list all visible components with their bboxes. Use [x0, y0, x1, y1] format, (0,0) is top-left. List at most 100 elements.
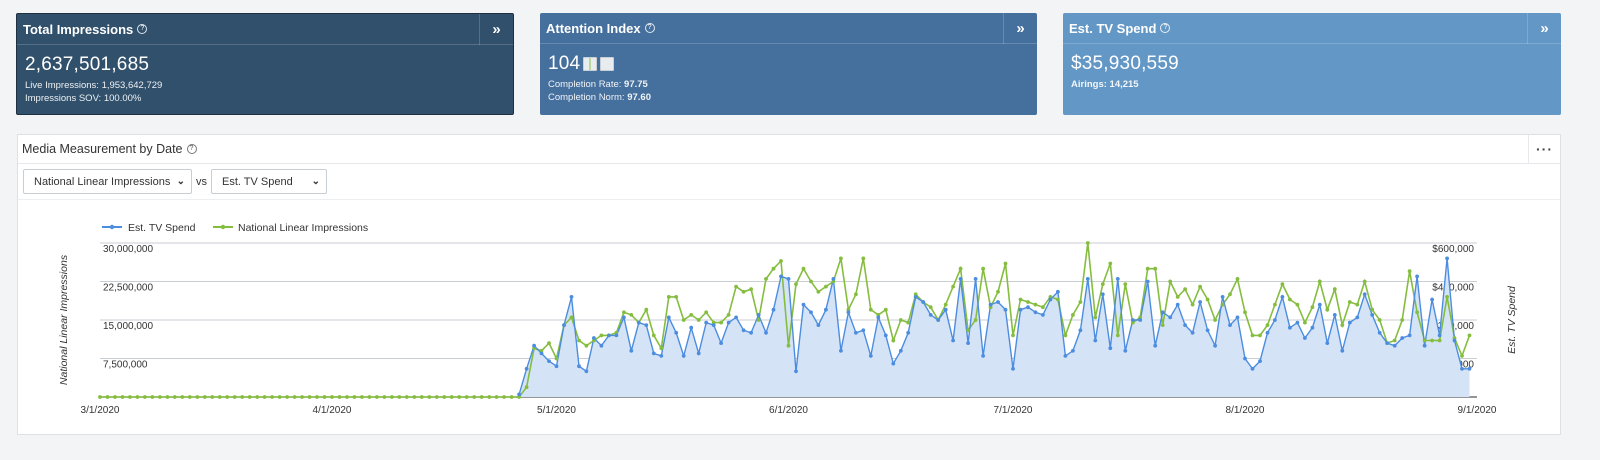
- data-point-impressions: [113, 395, 117, 399]
- data-point-impressions: [614, 330, 619, 335]
- data-point-impressions: [315, 395, 319, 399]
- data-point-impressions: [487, 395, 492, 399]
- data-point-spend: [1198, 300, 1202, 304]
- data-point-impressions: [255, 395, 260, 399]
- data-point-impressions: [352, 395, 357, 399]
- x-tick-label: 9/1/2020: [1458, 405, 1497, 416]
- data-point-impressions: [397, 395, 402, 399]
- data-point-impressions: [307, 395, 312, 399]
- secondary-metric-select[interactable]: Est. TV Spend ⌄: [211, 169, 327, 194]
- data-point-impressions: [502, 395, 506, 399]
- data-point-impressions: [1190, 302, 1195, 307]
- data-point-spend: [854, 330, 858, 335]
- data-point-spend: [951, 338, 955, 343]
- data-point-impressions: [143, 395, 147, 399]
- data-point-spend: [1467, 366, 1472, 371]
- data-point-impressions: [270, 395, 274, 399]
- data-point-impressions: [1130, 320, 1135, 325]
- data-point-impressions: [1056, 297, 1060, 302]
- more-options-icon[interactable]: ···: [1528, 135, 1560, 163]
- data-point-spend: [1100, 292, 1105, 297]
- kpi-title: Attention Index: [546, 20, 641, 36]
- data-point-spend: [577, 364, 581, 369]
- data-point-impressions: [981, 266, 985, 271]
- y-tick-left: 7,500,000: [103, 360, 148, 371]
- data-point-spend: [816, 323, 821, 327]
- data-point-impressions: [247, 395, 252, 399]
- data-point-impressions: [696, 318, 701, 322]
- expand-icon[interactable]: »: [479, 14, 513, 45]
- expand-icon[interactable]: »: [1527, 13, 1561, 44]
- data-point-spend: [629, 348, 634, 353]
- data-point-impressions: [988, 305, 993, 310]
- data-point-spend: [651, 351, 656, 356]
- data-point-spend: [846, 310, 851, 315]
- data-point-impressions: [1392, 338, 1397, 343]
- y-tick-right: $600,000: [1432, 244, 1474, 255]
- primary-metric-select[interactable]: National Linear Impressions ⌄: [23, 169, 192, 194]
- panel-header: Media Measurement by Date ? ···: [18, 135, 1560, 164]
- data-point-spend: [756, 313, 761, 317]
- series-line-national-linear-impressions: [100, 242, 1471, 398]
- kpi-detail-line: Airings: 14,215: [1071, 79, 1139, 90]
- help-icon[interactable]: ?: [137, 24, 148, 34]
- attention-bar-icon: [583, 57, 598, 71]
- data-point-impressions: [1115, 333, 1120, 338]
- help-icon[interactable]: ?: [1160, 23, 1171, 33]
- kpi-header: Est. TV Spend ? »: [1063, 13, 1561, 44]
- data-point-impressions: [472, 395, 477, 399]
- data-point-spend: [1415, 274, 1419, 279]
- data-point-impressions: [816, 289, 821, 294]
- divider: [18, 199, 1560, 200]
- data-point-impressions: [457, 395, 462, 399]
- data-point-impressions: [1235, 277, 1240, 281]
- help-icon[interactable]: ?: [186, 144, 197, 154]
- data-point-impressions: [195, 395, 200, 399]
- data-point-spend: [696, 351, 701, 356]
- data-point-spend: [868, 354, 873, 358]
- media-measurement-panel: Media Measurement by Date ? ··· National…: [17, 134, 1561, 435]
- data-point-spend: [801, 302, 806, 307]
- data-point-spend: [786, 277, 791, 281]
- data-point-spend: [532, 343, 536, 348]
- data-point-spend: [958, 277, 963, 281]
- data-point-impressions: [300, 395, 304, 399]
- data-point-spend: [636, 320, 641, 325]
- data-point-impressions: [1243, 310, 1247, 315]
- vs-label: vs: [196, 175, 207, 188]
- data-point-impressions: [1355, 302, 1360, 307]
- data-point-impressions: [345, 395, 349, 399]
- data-point-impressions: [786, 343, 791, 348]
- data-point-spend: [1175, 302, 1180, 307]
- data-point-impressions: [1288, 297, 1292, 302]
- data-point-impressions: [277, 395, 282, 399]
- data-point-spend: [921, 300, 926, 304]
- data-point-impressions: [105, 395, 110, 399]
- data-point-impressions: [1265, 323, 1270, 327]
- data-point-impressions: [1048, 295, 1053, 299]
- data-point-impressions: [404, 395, 409, 399]
- data-point-impressions: [427, 395, 432, 399]
- data-point-impressions: [98, 395, 102, 399]
- data-point-impressions: [644, 307, 649, 312]
- help-icon[interactable]: ?: [644, 23, 655, 33]
- data-point-spend: [734, 315, 738, 320]
- data-point-impressions: [262, 395, 267, 399]
- chevron-down-icon: ⌄: [311, 176, 320, 187]
- data-point-impressions: [1258, 333, 1262, 338]
- data-point-spend: [1445, 256, 1449, 261]
- data-point-impressions: [1310, 305, 1315, 310]
- chart-legend: Est. TV Spend National Linear Impression…: [102, 222, 368, 234]
- data-point-spend: [1145, 279, 1150, 284]
- data-point-impressions: [801, 266, 806, 271]
- data-point-impressions: [1250, 333, 1255, 338]
- data-point-spend: [1213, 343, 1217, 348]
- data-point-impressions: [1100, 282, 1105, 286]
- expand-icon[interactable]: »: [1003, 13, 1037, 44]
- data-point-spend: [1400, 336, 1405, 340]
- data-point-impressions: [517, 395, 521, 399]
- data-point-spend: [1310, 325, 1315, 330]
- data-point-spend: [1460, 366, 1464, 371]
- data-point-impressions: [1415, 310, 1419, 315]
- kpi-card-total-impressions: Total Impressions ? » 2,637,501,685 Live…: [16, 13, 514, 115]
